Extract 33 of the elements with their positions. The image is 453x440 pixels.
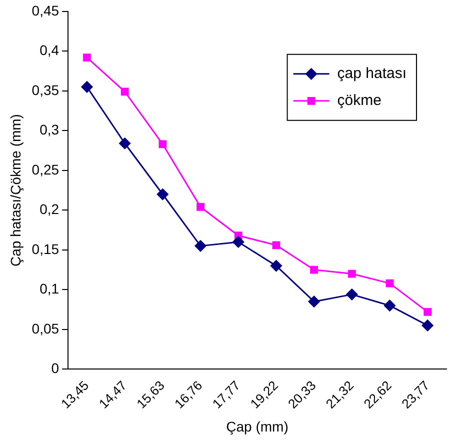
legend-label: çökme — [337, 92, 382, 110]
point — [158, 140, 167, 148]
point — [422, 320, 434, 332]
x-axis-title: Çap (mm) — [226, 418, 288, 434]
y-tick-label: 0,15 — [32, 240, 60, 257]
point — [348, 270, 356, 278]
y-tick-label: 0,4 — [40, 42, 60, 58]
point — [194, 240, 206, 252]
legend-label: çap hatası — [337, 65, 407, 82]
point — [384, 300, 396, 312]
point — [386, 279, 394, 288]
y-axis-title: Çap hatası/Çökme (mm) — [7, 114, 24, 267]
point — [119, 138, 131, 150]
point — [156, 188, 168, 200]
y-tick-label: 0,1 — [40, 280, 60, 297]
point — [310, 266, 318, 274]
point — [346, 288, 358, 300]
y-tick-label: 0,35 — [32, 82, 60, 98]
point — [196, 203, 204, 211]
point — [81, 81, 93, 93]
point — [270, 260, 282, 272]
point — [308, 296, 320, 308]
y-tick-label: 0 — [51, 360, 60, 376]
y-tick-label: 0,3 — [40, 122, 60, 138]
point — [232, 236, 244, 248]
y-tick-label: 0,25 — [32, 161, 60, 178]
point — [83, 54, 91, 62]
y-tick-label: 0,05 — [32, 320, 60, 336]
y-tick-label: 0,45 — [32, 2, 60, 18]
point — [120, 88, 129, 96]
y-tick-label: 0,2 — [40, 201, 60, 218]
point — [272, 241, 280, 250]
point — [424, 308, 432, 316]
